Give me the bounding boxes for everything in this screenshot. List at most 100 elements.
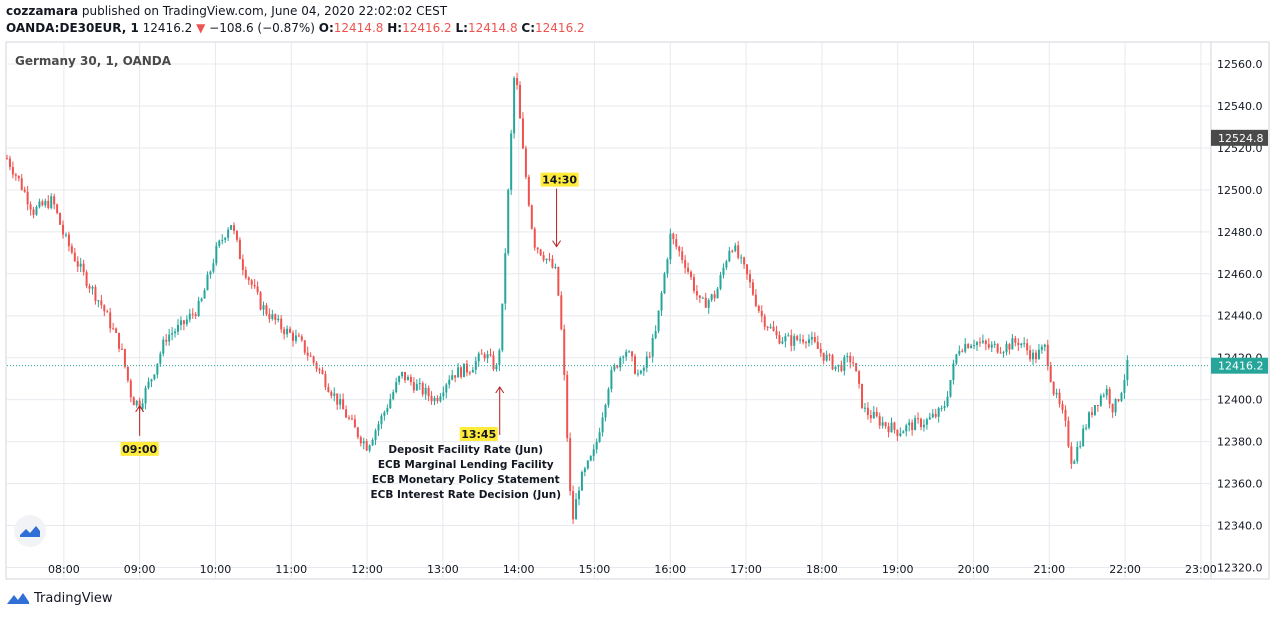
candle-body [1049,365,1052,382]
candle-body [359,437,362,444]
candle-body [271,314,274,319]
candle-body [589,456,592,461]
last-price: 12416.2 [142,21,193,35]
tradingview-brand[interactable]: TradingView [6,590,113,606]
time-tick-label: 10:00 [200,563,232,576]
publisher-name[interactable]: cozzamara [6,4,79,18]
time-tick-label: 16:00 [654,563,686,576]
time-tick-label: 09:00 [124,563,156,576]
candle-body [26,191,29,205]
candle-body [1061,403,1064,410]
candle-body [778,335,781,344]
candle-body [41,201,44,206]
price-axis[interactable]: 12320.012340.012360.012380.012400.012420… [1211,58,1268,575]
candle-body [76,261,79,267]
candle-body [324,373,327,388]
candle-body [772,326,775,331]
event-annotations: 09:00 13:45 Deposit Facility Rate (Jun) ECB… [120,172,579,501]
candle-body [318,368,321,371]
candle-body [807,339,810,343]
candle-body [448,379,451,385]
candle-body [424,387,427,395]
candle-body [171,333,174,335]
candle-body [383,412,386,416]
candle-body [11,167,14,175]
candle-body [967,344,970,349]
candle-body [289,328,292,333]
candle-body [607,389,610,405]
candle-body [660,293,663,311]
candle-body [1079,446,1082,448]
candle-body [1052,381,1055,395]
candle-body [17,175,20,179]
down-arrow-icon: ▼ [196,21,206,35]
candle-body [757,305,760,311]
candle-body [451,375,454,380]
candle-body [645,356,648,368]
candle-body [748,274,751,283]
annotation-arrowhead [552,240,561,248]
candle-body [465,363,468,373]
candle-body [286,328,289,335]
candle-body [409,376,412,383]
time-tick-label: 19:00 [882,563,914,576]
candle-body [433,397,436,402]
candle-body [725,261,728,268]
candle-body [510,133,513,190]
price-change: −108.6 (−0.87%) [209,21,315,35]
time-axis[interactable]: 08:00 09:00 10:00 11:00 12:00 13:00 14:00 15:00… [48,563,1217,576]
annotation-time-badge [120,441,159,456]
candle-body [1102,395,1105,397]
candle-body [1114,399,1117,413]
candle-body [911,422,914,431]
candle-body [657,310,660,332]
candle-body [569,438,572,492]
candle-body [365,441,368,451]
candle-body [412,382,415,391]
low-label: L: [455,21,468,35]
price-tick-label: 12460.0 [1217,268,1263,281]
candle-body [138,400,141,409]
candle-body [259,292,262,310]
candle-body [666,259,669,274]
candle-body [628,351,631,353]
candle-body [834,366,837,370]
candle-body [852,362,855,364]
candle-body [112,328,115,330]
candle-body [1011,338,1014,350]
candle-body [14,174,17,176]
annotation-time-label: 13:45 [461,428,496,441]
candle-body [188,313,191,320]
candle-body [291,332,294,341]
candle-body [560,295,563,330]
candle-body [135,400,138,406]
candle-body [622,356,625,358]
chart-frame [5,41,1270,580]
price-tick-label: 12480.0 [1217,226,1263,239]
candle-body [1023,343,1026,345]
candle-body [221,239,224,241]
candle-body [404,371,407,381]
candle-body [348,417,351,419]
candle-body [728,250,731,262]
candle-body [345,409,348,418]
candle-body [881,422,884,426]
annotation-arrowhead [495,386,505,394]
candle-body [129,380,132,398]
candle-body [1082,428,1085,447]
candle-body [990,344,993,348]
candle-body [471,369,474,373]
candle-body [917,418,920,420]
candle-body [1005,344,1008,353]
candle-body [654,331,657,339]
candle-body [250,280,253,285]
candle-body [1002,352,1005,354]
candle-body [902,431,905,434]
price-tick-label: 12540.0 [1217,100,1263,113]
candle-body [849,355,852,363]
candle-body [97,300,100,302]
candle-body [695,291,698,296]
candle-body [1020,343,1023,346]
candle-body [109,312,112,329]
